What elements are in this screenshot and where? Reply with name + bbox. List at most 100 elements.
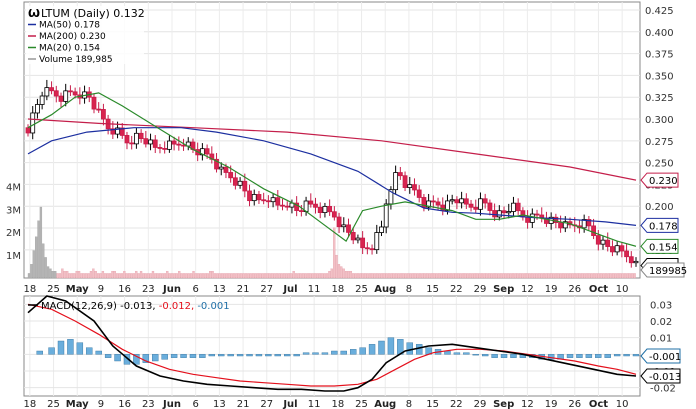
volume-bar — [435, 273, 438, 279]
volume-bar — [347, 270, 350, 279]
volume-bar — [612, 273, 615, 279]
volume-bar — [311, 273, 314, 279]
volume-bar — [619, 273, 622, 279]
macd-histogram-bar — [350, 349, 357, 355]
candle-body — [558, 222, 563, 229]
macd-histogram-bar — [415, 344, 423, 355]
volume-bar — [106, 273, 109, 279]
volume-bar — [592, 273, 596, 279]
volume-bar — [297, 273, 300, 279]
price-tag-box — [640, 172, 679, 188]
macd-histogram-bar — [180, 354, 187, 358]
volume-bar — [340, 266, 343, 279]
candle-body — [44, 87, 50, 97]
candle-body — [284, 205, 290, 208]
volume-bar — [483, 273, 486, 279]
volume-bar — [390, 273, 393, 279]
price-y-tick-label: 0.300 — [645, 115, 674, 126]
volume-bar — [166, 270, 169, 279]
macd-histogram-bar — [387, 337, 395, 355]
macd-histogram-bar — [142, 354, 150, 363]
volume-bar — [409, 273, 412, 279]
volume-bar — [385, 273, 388, 279]
volume-bar — [406, 273, 410, 279]
volume-bar — [130, 273, 133, 279]
candle-body — [595, 235, 601, 245]
macd-histogram-bar — [114, 354, 121, 362]
volume-bar — [442, 273, 446, 279]
volume-bar — [354, 273, 357, 279]
volume-bar — [571, 273, 574, 279]
legend-label: MA(200) 0.230 — [39, 32, 106, 42]
volume-y-tick-label: 3M — [6, 205, 21, 216]
volume-bar — [56, 273, 59, 279]
volume-bar — [349, 270, 353, 279]
macd-histogram-bar — [161, 354, 168, 360]
macd-x-tick-label: 11 — [308, 399, 321, 409]
volume-bar — [502, 273, 505, 279]
volume-bar — [552, 273, 555, 279]
macd-x-tick-label: 29 — [474, 399, 487, 409]
candle-body — [228, 172, 234, 179]
volume-bar — [309, 273, 312, 279]
volume-bar — [313, 273, 317, 279]
volume-bar — [216, 273, 219, 279]
volume-bar — [416, 273, 419, 279]
macd-histogram-bar — [453, 352, 461, 355]
candle-body — [610, 246, 615, 253]
macd-tag-label: -0.013 — [649, 372, 681, 383]
volume-bar — [182, 273, 186, 279]
volume-bar — [566, 273, 569, 279]
macd-x-tick-label: 22 — [450, 399, 463, 409]
candle-body — [478, 198, 483, 210]
candle-body — [294, 202, 300, 211]
price-tag-box — [640, 217, 679, 233]
volume-bar — [600, 273, 603, 279]
volume-bar — [554, 273, 558, 279]
candle-body — [435, 201, 441, 206]
volume-bar — [461, 273, 465, 279]
volume-bar — [180, 273, 183, 279]
volume-bar — [595, 273, 598, 279]
macd-histogram-bar — [312, 352, 319, 355]
volume-bar — [49, 268, 52, 279]
candle-body — [506, 211, 512, 214]
candle-body — [223, 166, 229, 173]
volume-bar — [218, 273, 221, 279]
volume-bar — [507, 273, 510, 279]
candle-body — [49, 87, 54, 92]
volume-bar — [521, 273, 524, 279]
volume-bar — [32, 250, 35, 279]
volume-bar — [292, 270, 295, 279]
volume-bar — [147, 273, 150, 279]
volume-bar — [533, 273, 536, 279]
candle-body — [251, 194, 257, 202]
candle-body — [581, 219, 587, 229]
volume-bar — [151, 270, 155, 279]
macd-histogram-bar — [274, 354, 281, 357]
price-panel: 0.425 0.400 0.375 0.350 0.325 0.300 0.275 0.250… — [6, 1, 687, 295]
macd-histogram-bar — [566, 354, 574, 358]
volume-bar — [490, 273, 493, 279]
price-x-tick-label: 23 — [142, 284, 155, 295]
volume-bar — [452, 273, 455, 279]
candle-body — [591, 225, 596, 236]
macd-histogram-bar — [36, 350, 43, 355]
volume-bar — [387, 273, 391, 279]
volume-bar — [535, 273, 538, 279]
volume-tag-label: 189985 — [649, 266, 687, 277]
macd-histogram-bar — [123, 354, 131, 365]
candle-body — [166, 140, 172, 150]
price-x-tick-label: 11 — [308, 284, 321, 295]
volume-bar — [228, 273, 231, 279]
macd-histogram-bar — [133, 354, 140, 365]
macd-histogram-bar — [632, 354, 640, 357]
price-x-tick-label: 27 — [260, 284, 273, 295]
price-x-tick-label: Aug — [374, 284, 396, 295]
volume-bar — [194, 273, 198, 279]
volume-bar — [80, 273, 83, 279]
volume-bar — [344, 270, 348, 279]
candle-body — [473, 206, 479, 210]
volume-bar — [478, 273, 481, 279]
price-y-tick-label: 0.250 — [645, 159, 674, 170]
